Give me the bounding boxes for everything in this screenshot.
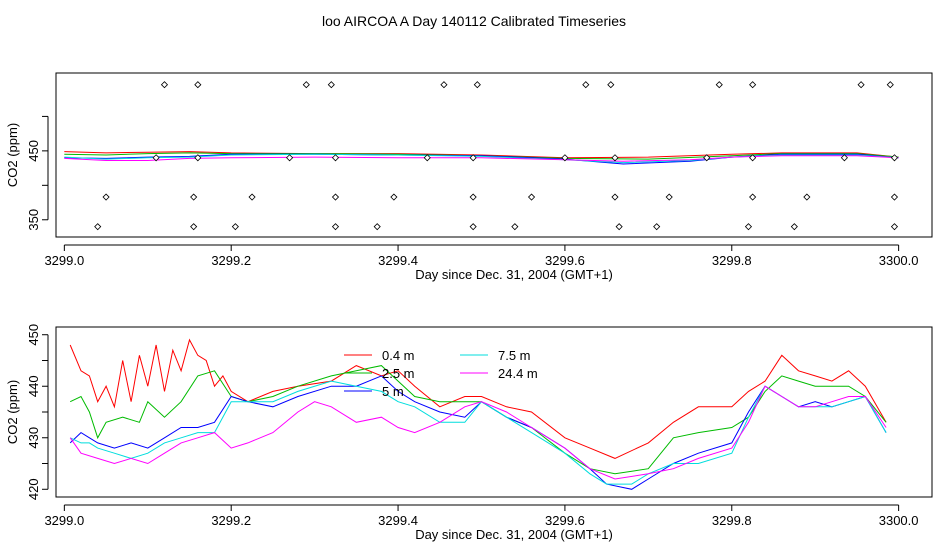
data-marker (469, 154, 477, 162)
y-tick-label: 420 (26, 478, 41, 500)
x-tick-label: 3300.0 (879, 253, 919, 268)
y-tick-label: 450 (26, 324, 41, 346)
series-line-1 (64, 151, 899, 159)
data-marker (248, 193, 256, 201)
x-tick-label: 3300.0 (879, 513, 919, 528)
data-marker (94, 223, 102, 231)
data-marker (790, 223, 798, 231)
x-tick-label: 3299.0 (44, 513, 84, 528)
data-marker (561, 154, 569, 162)
upper-co2-panel: 3299.0 3299.2 3299.4 3299.6 3299.8 3300.0 Day … (5, 72, 933, 282)
plot-frame (55, 72, 933, 238)
data-marker (102, 193, 110, 201)
data-marker (744, 223, 753, 231)
plot-frame (55, 326, 933, 498)
data-marker (331, 154, 340, 162)
data-marker (749, 193, 757, 201)
data-marker (886, 81, 894, 89)
data-marker (890, 193, 899, 201)
x-tick-label: 3299.4 (378, 253, 418, 268)
data-marker (190, 193, 198, 201)
data-marker (469, 223, 477, 231)
data-marker (160, 81, 169, 89)
data-marker (611, 193, 619, 201)
x-tick-label: 3299.8 (712, 513, 752, 528)
data-marker (511, 223, 519, 231)
data-marker (715, 81, 723, 89)
data-marker (286, 154, 294, 162)
data-marker (607, 81, 615, 89)
data-marker (582, 81, 590, 89)
chart-title: loo AIRCOA A Day 140112 Calibrated Times… (322, 13, 626, 29)
x-tick-label: 3299.2 (211, 513, 251, 528)
data-marker (653, 223, 661, 231)
data-marker (749, 154, 757, 162)
data-marker (302, 81, 310, 89)
y-tick-label: 450 (26, 140, 41, 162)
y-axis-label: CO2 (ppm) (5, 380, 20, 444)
legend-label: 2.5 m (382, 366, 415, 381)
data-marker (190, 223, 198, 231)
y-tick-label: 440 (26, 375, 41, 397)
legend-label: 7.5 m (498, 348, 531, 363)
data-marker (194, 81, 202, 89)
data-marker (840, 154, 848, 162)
x-tick-label: 3299.4 (378, 513, 418, 528)
data-marker (857, 81, 865, 89)
data-marker (473, 81, 481, 89)
data-marker (469, 193, 477, 201)
x-tick-label: 3299.6 (545, 513, 585, 528)
x-tick-label: 3299.6 (545, 253, 585, 268)
y-tick-label: 430 (26, 427, 41, 449)
data-marker (440, 81, 448, 89)
data-marker (611, 154, 619, 162)
data-marker (331, 223, 340, 231)
data-marker (890, 223, 899, 231)
data-marker (331, 193, 340, 201)
data-marker (615, 223, 623, 231)
data-marker (373, 223, 381, 231)
data-marker (890, 154, 899, 162)
data-marker (665, 193, 673, 201)
data-marker (327, 81, 335, 89)
series-line-1 (69, 338, 887, 459)
data-marker (152, 154, 160, 162)
x-tick-label: 3299.2 (211, 253, 251, 268)
data-marker (423, 154, 431, 162)
data-marker (749, 81, 757, 89)
x-axis-label: Day since Dec. 31, 2004 (GMT+1) (415, 527, 613, 542)
x-tick-label: 3299.0 (44, 253, 84, 268)
series-line-2 (69, 365, 887, 475)
y-axis-label: CO2 (ppm) (5, 123, 20, 187)
y-tick-label: 350 (26, 209, 41, 231)
data-marker (527, 193, 536, 201)
lower-co2-panel: 3299.0 3299.2 3299.4 3299.6 3299.8 3300.0 Day … (5, 324, 933, 542)
legend-label: 24.4 m (498, 366, 538, 381)
legend-label: 0.4 m (382, 348, 415, 363)
data-marker (703, 154, 711, 162)
data-marker (390, 193, 398, 201)
data-marker (194, 154, 202, 162)
legend-label: 5 m (382, 384, 404, 399)
data-marker (803, 193, 811, 201)
x-axis-label: Day since Dec. 31, 2004 (GMT+1) (415, 267, 613, 282)
data-marker (231, 223, 239, 231)
x-tick-label: 3299.8 (712, 253, 752, 268)
series-line-5 (69, 385, 887, 480)
series-line-5 (64, 155, 899, 162)
